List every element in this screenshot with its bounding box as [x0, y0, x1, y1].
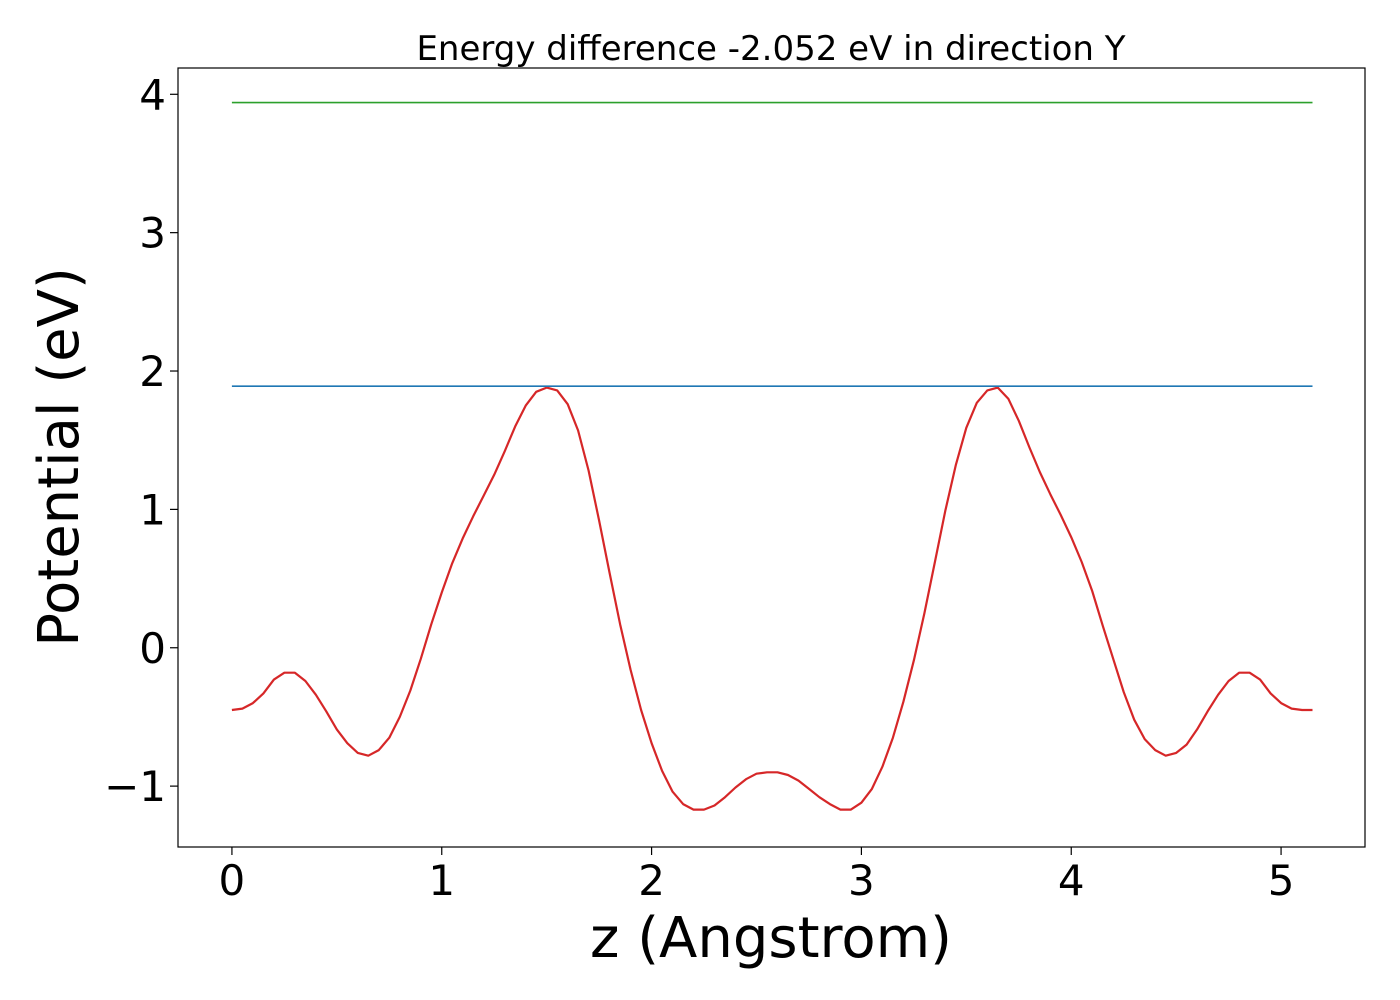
x-axis: 0 1 2 3 4 5: [219, 847, 1295, 905]
plot-area: [231, 101, 1313, 811]
y-tick-label: 4: [139, 70, 166, 119]
chart-title: Energy difference -2.052 eV in direction…: [416, 29, 1125, 69]
x-axis-label: z (Angstrom): [590, 906, 952, 971]
x-tick-label: 4: [1058, 856, 1085, 905]
y-axis-label: Potential (eV): [27, 267, 92, 647]
y-tick-label: 3: [139, 209, 166, 258]
y-tick-label: 1: [139, 485, 166, 534]
x-tick-label: 3: [848, 856, 875, 905]
y-tick-label: 2: [139, 347, 166, 396]
series-line-0: [231, 386, 1313, 811]
axes-frame: [177, 67, 1366, 848]
y-tick-label: −1: [104, 762, 166, 811]
y-axis: −1 0 1 2 3 4: [104, 70, 178, 811]
x-tick-label: 5: [1268, 856, 1295, 905]
x-tick-label: 2: [638, 856, 665, 905]
y-tick-label: 0: [139, 624, 166, 673]
x-tick-label: 0: [219, 856, 246, 905]
x-tick-label: 1: [428, 856, 455, 905]
